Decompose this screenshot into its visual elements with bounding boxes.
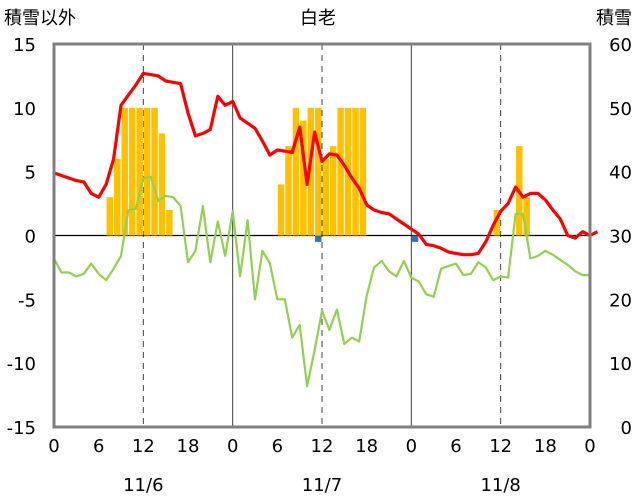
date-label: 11/8 [480, 475, 520, 496]
orange-bar-b-63 [523, 197, 530, 236]
orange-bar-31 [285, 146, 292, 236]
left-axis-label: 積雪以外 [4, 8, 76, 29]
left-tick-label: 5 [25, 163, 36, 184]
right-tick-label: 40 [609, 163, 632, 184]
bars-layer [106, 107, 530, 242]
orange-bar-12 [143, 107, 151, 236]
orange-bar-35 [315, 107, 322, 236]
orange-bar-38 [337, 107, 344, 236]
orange-bar-15 [166, 209, 173, 236]
orange-bar-10 [128, 107, 136, 236]
orange-bar-30 [277, 184, 285, 236]
date-label: 11/6 [123, 475, 163, 496]
x-tick-label: 0 [584, 436, 595, 457]
orange-bar-9 [121, 107, 128, 236]
red-series-line [53, 71, 599, 257]
plot-frame [52, 42, 592, 429]
x-tick-label: 6 [93, 436, 104, 457]
right-tick-label: 60 [609, 35, 632, 56]
chart-title: 白老 [300, 8, 336, 29]
orange-bar-37 [329, 146, 337, 236]
x-tick-label: 6 [272, 436, 283, 457]
orange-bar-36 [322, 158, 329, 236]
blue-bar-35 [315, 235, 322, 242]
frame-layer [52, 42, 592, 429]
x-tick-label: 0 [406, 436, 417, 457]
x-tick-label: 18 [177, 436, 200, 457]
x-tick-label: 12 [132, 436, 155, 457]
right-axis-label: 積雪 [596, 8, 632, 29]
orange-bar-11 [136, 107, 143, 236]
x-tick-label: 12 [489, 436, 512, 457]
orange-bar-34 [307, 107, 315, 236]
left-tick-label: 0 [25, 227, 36, 248]
date-label: 11/7 [302, 475, 342, 496]
x-tick-label: 0 [48, 436, 59, 457]
orange-bar-41 [359, 107, 367, 236]
orange-bar-7 [106, 197, 114, 236]
right-tick-label: 30 [609, 227, 632, 248]
x-tick-label: 18 [534, 436, 557, 457]
orange-bar-b-59 [493, 209, 501, 236]
orange-bar-32 [292, 107, 300, 236]
x-tick-label: 6 [450, 436, 461, 457]
orange-bar-13 [151, 107, 158, 236]
orange-bar-14 [158, 133, 166, 236]
orange-bar-40 [352, 107, 359, 236]
x-tick-label: 12 [311, 436, 334, 457]
grid-layer [54, 44, 590, 427]
orange-bar-33 [300, 120, 307, 236]
left-tick-label: 10 [13, 99, 36, 120]
blue-bar-48 [411, 235, 419, 242]
orange-bar-8 [114, 158, 121, 236]
right-tick-label: 0 [621, 418, 632, 439]
left-tick-label: 15 [13, 35, 36, 56]
x-tick-label: 18 [355, 436, 378, 457]
right-tick-label: 20 [609, 290, 632, 311]
left-tick-label: -10 [7, 354, 36, 375]
right-tick-label: 50 [609, 99, 632, 120]
right-tick-label: 10 [609, 354, 632, 375]
left-tick-label: -5 [18, 290, 36, 311]
x-tick-label: 0 [227, 436, 238, 457]
left-tick-label: -15 [7, 418, 36, 439]
green-series-line [53, 175, 590, 388]
